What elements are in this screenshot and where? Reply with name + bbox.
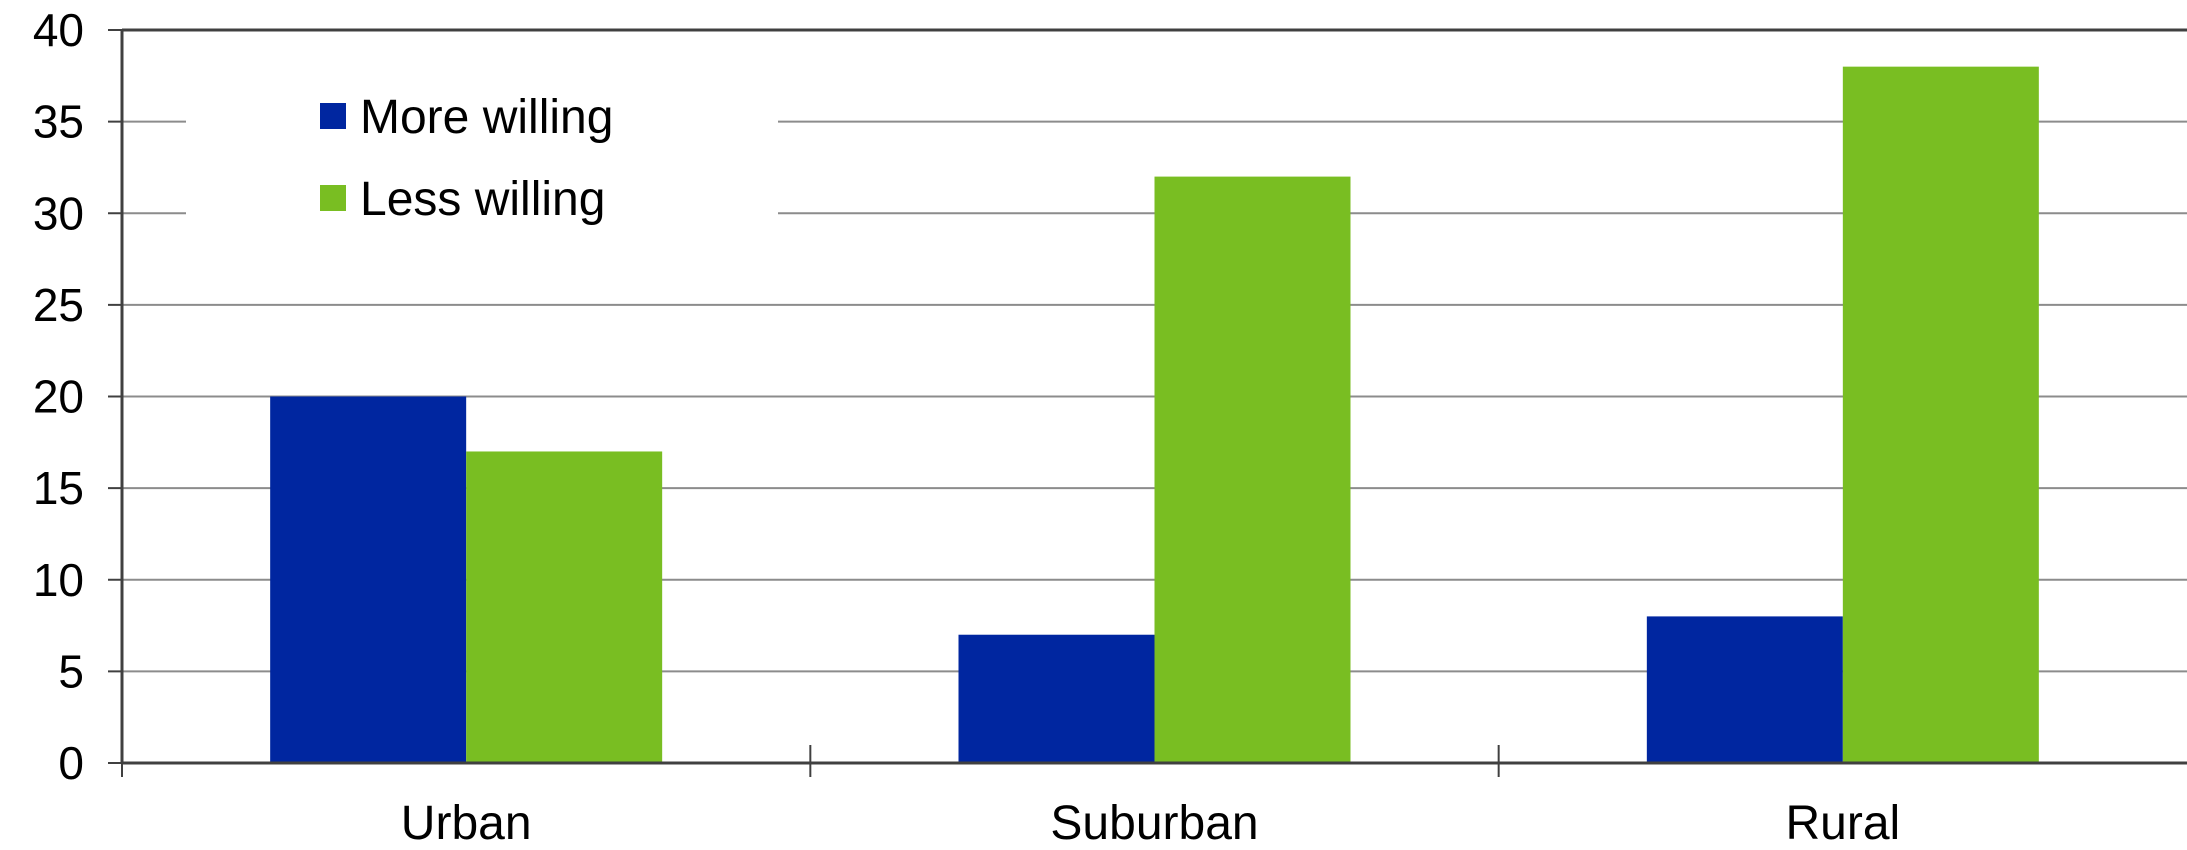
legend-label-less-willing: Less willing: [360, 173, 605, 226]
y-tick-label-30: 30: [33, 187, 84, 239]
bar-rural-more-willing: [1646, 616, 1843, 763]
bar-suburban-more-willing: [958, 634, 1155, 763]
legend-label-more-willing: More willing: [360, 91, 613, 144]
y-tick-label-25: 25: [33, 279, 84, 331]
y-tick-label-20: 20: [33, 371, 84, 423]
bars: [270, 66, 2039, 764]
y-tick-label-0: 0: [58, 737, 84, 789]
y-tick-label-15: 15: [33, 462, 84, 514]
bar-rural-less-willing: [1842, 66, 2039, 763]
x-category-label-suburban: Suburban: [1050, 797, 1258, 850]
y-tick-label-5: 5: [58, 645, 84, 697]
legend: More willing Less willing: [320, 91, 613, 226]
y-axis-tick-labels: 0 5 10 15 20 25 30 35 40: [33, 4, 84, 789]
legend-swatch-less-willing: [320, 185, 346, 211]
legend-swatch-more-willing: [320, 103, 346, 129]
x-axis-category-labels: Urban Suburban Rural: [401, 797, 1900, 850]
bar-urban-more-willing: [270, 396, 467, 763]
x-category-label-rural: Rural: [1785, 797, 1900, 850]
bar-urban-less-willing: [466, 451, 663, 763]
x-category-label-urban: Urban: [401, 797, 532, 850]
y-tick-label-10: 10: [33, 554, 84, 606]
y-tick-label-40: 40: [33, 4, 84, 56]
bar-suburban-less-willing: [1154, 176, 1351, 764]
axes: [108, 29, 2187, 777]
y-tick-label-35: 35: [33, 96, 84, 148]
